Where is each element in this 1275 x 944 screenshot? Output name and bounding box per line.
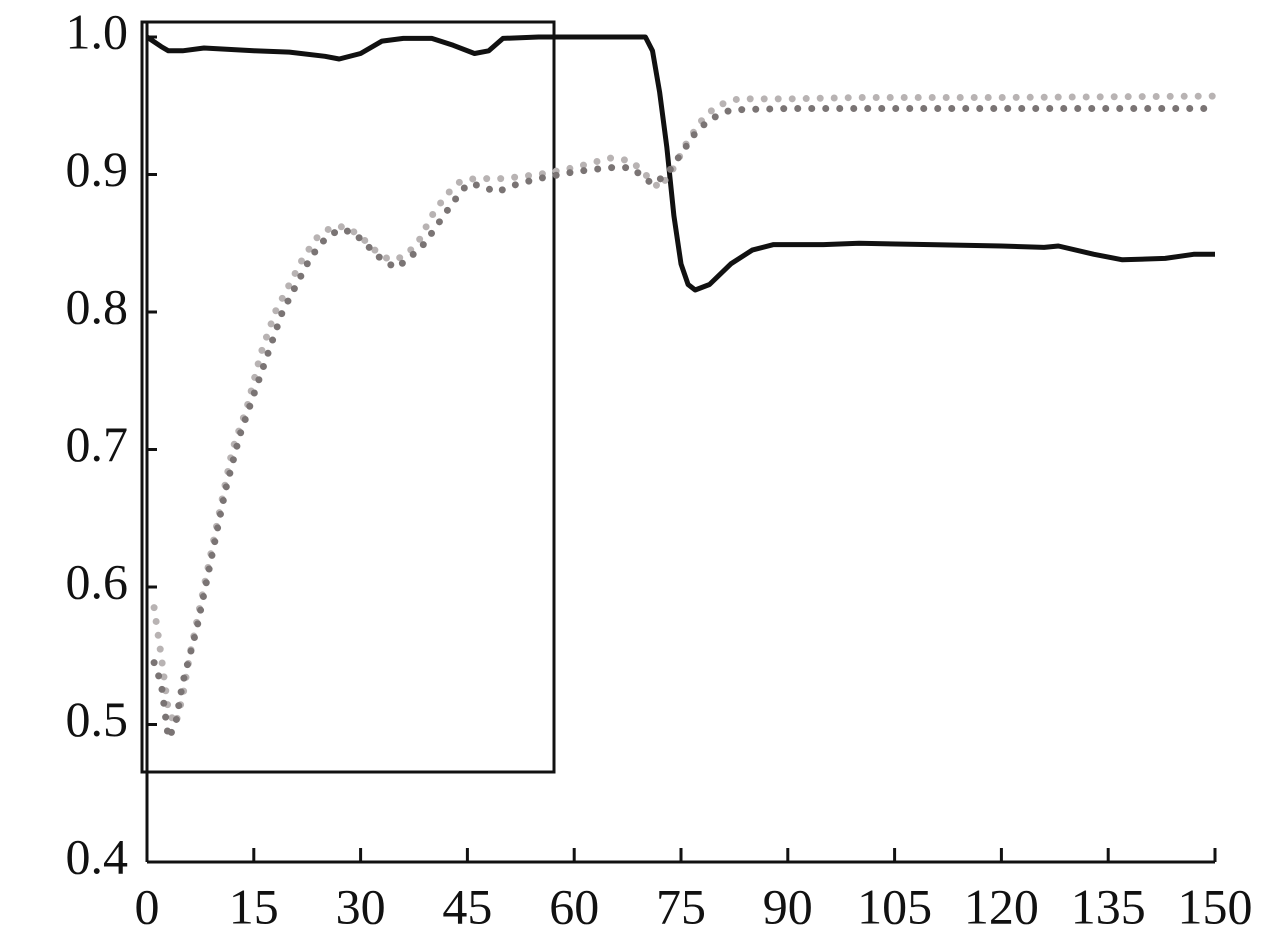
y-tick-label: 0.4 <box>66 828 129 884</box>
x-tick-label: 45 <box>442 878 492 934</box>
x-tick-label: 135 <box>1071 878 1146 934</box>
series-line <box>150 92 1219 735</box>
series-line <box>150 105 1219 750</box>
x-tick-label: 120 <box>964 878 1039 934</box>
x-tick-label: 30 <box>336 878 386 934</box>
x-tick-label: 75 <box>656 878 706 934</box>
highlight-box <box>140 20 556 774</box>
x-tick-label: 0 <box>135 878 160 934</box>
y-tick-label: 0.8 <box>66 278 129 334</box>
y-tick-label: 0.6 <box>66 553 129 609</box>
x-tick-label: 90 <box>763 878 813 934</box>
x-tick-label: 150 <box>1178 878 1253 934</box>
y-tick-label: 0.9 <box>66 141 129 197</box>
x-tick-label: 105 <box>857 878 932 934</box>
series-line <box>145 34 1215 293</box>
y-tick-label: 0.7 <box>66 416 129 472</box>
x-tick-label: 60 <box>549 878 599 934</box>
y-tick-label: 0.5 <box>66 691 129 747</box>
y-tick-label: 1.0 <box>66 3 129 59</box>
x-tick-label: 15 <box>229 878 279 934</box>
